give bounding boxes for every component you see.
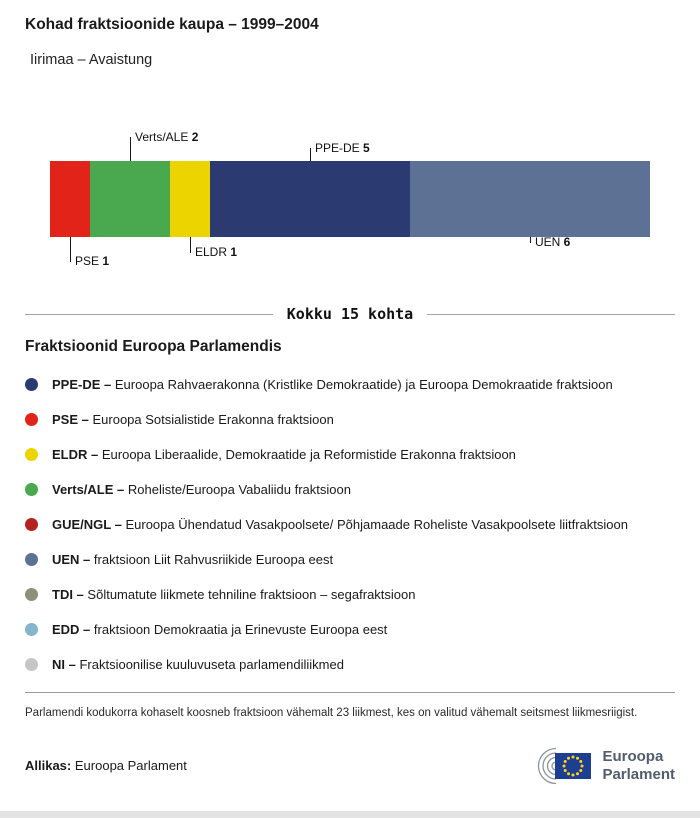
legend-abbr: NI – [52,657,76,672]
seat-chart: Verts/ALE 2 PPE-DE 5 PSE 1 ELDR 1 UEN 6 [25,130,675,281]
legend-label: ELDR – Euroopa Liberaalide, Demokraatide… [52,447,516,462]
legend-desc: Euroopa Liberaalide, Demokraatide ja Ref… [101,447,516,462]
legend-label: GUE/NGL – Euroopa Ühendatud Vasakpoolset… [52,517,628,532]
legend-item-tdi: TDI – Sõltumatute liikmete tehniline fra… [25,587,675,602]
legend-dot-ppe-de [25,378,38,391]
source-value: Euroopa Parlament [74,758,187,774]
bar-segment-uen [410,161,650,237]
bar-label-uen: UEN 6 [535,235,571,249]
legend-abbr: PPE-DE – [52,377,112,392]
legend-dot-pse [25,413,38,426]
legend-item-ppe-de: PPE-DE – Euroopa Rahvaerakonna (Kristlik… [25,377,675,392]
bar-label-ppe-de: PPE-DE 5 [315,141,370,155]
bar-label-eldr: ELDR 1 [195,244,238,259]
callout-line-pse [70,237,71,262]
legend-abbr: PSE – [52,412,89,427]
ep-logo: Euroopa Parlament [527,747,675,785]
divider-line-left [25,313,273,315]
callout-line-verts-ale [130,137,131,161]
legend-desc: Euroopa Ühendatud Vasakpoolsete/ Põhjama… [125,517,628,532]
legend-title: Fraktsioonid Euroopa Parlamendis [25,338,282,355]
legend-dot-gue-ngl [25,518,38,531]
legend-desc: Roheliste/Euroopa Vabaliidu fraktsioon [127,482,351,497]
legend-dot-verts-ale [25,483,38,496]
legend-label: Verts/ALE – Roheliste/Euroopa Vabaliidu … [52,482,351,497]
legend: PPE-DE – Euroopa Rahvaerakonna (Kristlik… [25,377,675,672]
bar-segment-pse [50,161,90,237]
bar-segment-verts-ale [90,161,170,237]
total-seats-divider: Kokku 15 kohta [25,305,675,323]
legend-label: PPE-DE – Euroopa Rahvaerakonna (Kristlik… [52,377,613,392]
bar-segment-eldr [170,161,210,237]
legend-dot-eldr [25,448,38,461]
eu-parliament-flag-icon [538,747,592,784]
divider-line-right [427,313,675,315]
legend-desc: Euroopa Sotsialistide Erakonna fraktsioo… [92,412,334,427]
legend-label: UEN – fraktsioon Liit Rahvusriikide Euro… [52,552,333,567]
footnote: Parlamendi kodukorra kohaselt koosneb fr… [25,707,638,719]
legend-dot-ni [25,658,38,671]
legend-label: TDI – Sõltumatute liikmete tehniline fra… [52,587,416,602]
legend-desc: Sõltumatute liikmete tehniline fraktsioo… [87,587,416,602]
legend-item-verts-ale: Verts/ALE – Roheliste/Euroopa Vabaliidu … [25,482,675,497]
legend-abbr: TDI – [52,587,84,602]
page-subtitle: Iirimaa – Avaistung [30,52,153,68]
bar-segment-ppe-de [210,161,410,237]
callout-line-ppe-de [310,148,311,161]
ep-logo-text: Euroopa Parlament [602,748,675,783]
legend-label: EDD – fraktsioon Demokraatia ja Erinevus… [52,622,387,637]
page-title: Kohad fraktsioonide kaupa – 1999–2004 [25,16,319,33]
source-label: Allikas: [25,758,72,774]
legend-abbr: GUE/NGL – [52,517,122,532]
footer: Allikas: Euroopa Parlament [25,747,675,785]
seat-bar [50,161,650,237]
legend-dot-edd [25,623,38,636]
legend-desc: Fraktsioonilise kuuluvuseta parlamendili… [79,657,344,672]
bar-label-verts-ale: Verts/ALE 2 [135,130,199,144]
source: Allikas: Euroopa Parlament [25,758,187,773]
legend-abbr: EDD – [52,622,91,637]
callout-line-eldr [190,237,191,253]
legend-item-edd: EDD – fraktsioon Demokraatia ja Erinevus… [25,622,675,637]
legend-dot-tdi [25,588,38,601]
legend-abbr: ELDR – [52,447,99,462]
legend-item-ni: NI – Fraktsioonilise kuuluvuseta parlame… [25,657,675,672]
bar-label-pse: PSE 1 [75,254,110,268]
ep-logo-line1: Euroopa [602,748,664,766]
total-seats-label: Kokku 15 kohta [286,305,414,323]
legend-desc: fraktsioon Demokraatia ja Erinevuste Eur… [93,622,388,637]
legend-label: NI – Fraktsioonilise kuuluvuseta parlame… [52,657,344,672]
footnote-section: Parlamendi kodukorra kohaselt koosneb fr… [25,692,675,723]
ep-logo-line2: Parlament [602,765,675,783]
legend-item-eldr: ELDR – Euroopa Liberaalide, Demokraatide… [25,447,675,462]
legend-item-gue-ngl: GUE/NGL – Euroopa Ühendatud Vasakpoolset… [25,517,675,532]
bottom-border [0,811,700,818]
legend-abbr: Verts/ALE – [52,482,125,497]
callout-line-uen [530,237,531,243]
legend-desc: fraktsioon Liit Rahvusriikide Euroopa ee… [93,552,334,567]
legend-item-uen: UEN – fraktsioon Liit Rahvusriikide Euro… [25,552,675,567]
legend-label: PSE – Euroopa Sotsialistide Erakonna fra… [52,412,334,427]
legend-desc: Euroopa Rahvaerakonna (Kristlike Demokra… [114,377,613,392]
legend-abbr: UEN – [52,552,91,567]
legend-item-pse: PSE – Euroopa Sotsialistide Erakonna fra… [25,412,675,427]
legend-dot-uen [25,553,38,566]
